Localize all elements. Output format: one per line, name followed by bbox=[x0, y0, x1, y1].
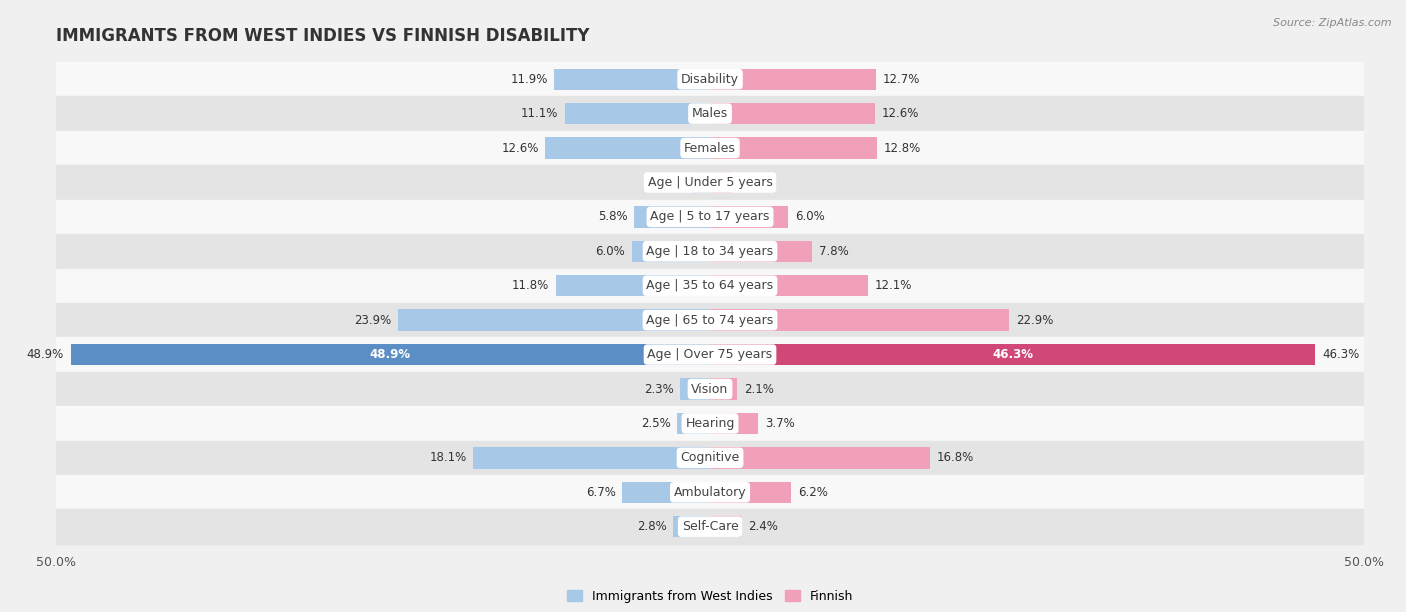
Bar bbox=[710, 447, 929, 469]
Text: 22.9%: 22.9% bbox=[1017, 314, 1053, 327]
Bar bbox=[710, 206, 789, 228]
Bar bbox=[56, 234, 1364, 269]
Bar bbox=[70, 344, 710, 365]
Bar bbox=[554, 69, 710, 90]
Text: 11.1%: 11.1% bbox=[522, 107, 558, 120]
Text: Vision: Vision bbox=[692, 382, 728, 395]
Bar bbox=[710, 172, 731, 193]
Text: IMMIGRANTS FROM WEST INDIES VS FINNISH DISABILITY: IMMIGRANTS FROM WEST INDIES VS FINNISH D… bbox=[56, 27, 589, 45]
Bar bbox=[56, 441, 1364, 475]
Text: 48.9%: 48.9% bbox=[27, 348, 65, 361]
Bar bbox=[56, 371, 1364, 406]
Text: Disability: Disability bbox=[681, 73, 740, 86]
Bar bbox=[678, 412, 710, 434]
Text: Source: ZipAtlas.com: Source: ZipAtlas.com bbox=[1274, 18, 1392, 28]
Bar bbox=[710, 103, 875, 124]
Bar bbox=[710, 310, 1010, 331]
Bar bbox=[56, 165, 1364, 200]
Text: 2.1%: 2.1% bbox=[744, 382, 773, 395]
Text: 12.1%: 12.1% bbox=[875, 279, 912, 292]
Bar bbox=[398, 310, 710, 331]
Text: 5.8%: 5.8% bbox=[598, 211, 627, 223]
Bar bbox=[56, 200, 1364, 234]
Text: 6.0%: 6.0% bbox=[595, 245, 626, 258]
Bar bbox=[710, 137, 877, 159]
Bar bbox=[623, 482, 710, 503]
Bar bbox=[565, 103, 710, 124]
Text: 1.6%: 1.6% bbox=[738, 176, 768, 189]
Text: 11.9%: 11.9% bbox=[510, 73, 548, 86]
Text: 11.8%: 11.8% bbox=[512, 279, 550, 292]
Bar bbox=[710, 69, 876, 90]
Text: 2.3%: 2.3% bbox=[644, 382, 673, 395]
Text: 12.6%: 12.6% bbox=[882, 107, 918, 120]
Text: Ambulatory: Ambulatory bbox=[673, 486, 747, 499]
Text: Cognitive: Cognitive bbox=[681, 452, 740, 465]
Text: 46.3%: 46.3% bbox=[1322, 348, 1360, 361]
Legend: Immigrants from West Indies, Finnish: Immigrants from West Indies, Finnish bbox=[561, 583, 859, 609]
Text: Age | Under 5 years: Age | Under 5 years bbox=[648, 176, 772, 189]
Bar bbox=[56, 62, 1364, 96]
Bar bbox=[710, 516, 741, 537]
Text: 2.4%: 2.4% bbox=[748, 520, 778, 533]
Bar bbox=[681, 378, 710, 400]
Bar bbox=[56, 509, 1364, 544]
Bar bbox=[56, 96, 1364, 131]
Text: Males: Males bbox=[692, 107, 728, 120]
Bar bbox=[546, 137, 710, 159]
Text: 12.6%: 12.6% bbox=[502, 141, 538, 154]
Bar bbox=[673, 516, 710, 537]
Bar bbox=[710, 482, 792, 503]
Text: 2.5%: 2.5% bbox=[641, 417, 671, 430]
Text: Females: Females bbox=[685, 141, 735, 154]
Bar bbox=[56, 303, 1364, 337]
Text: Age | 35 to 64 years: Age | 35 to 64 years bbox=[647, 279, 773, 292]
Text: 1.2%: 1.2% bbox=[658, 176, 688, 189]
Bar bbox=[56, 269, 1364, 303]
Text: 12.7%: 12.7% bbox=[883, 73, 920, 86]
Bar bbox=[695, 172, 710, 193]
Text: 46.3%: 46.3% bbox=[993, 348, 1033, 361]
Text: Self-Care: Self-Care bbox=[682, 520, 738, 533]
Text: 2.8%: 2.8% bbox=[637, 520, 666, 533]
Bar bbox=[56, 475, 1364, 509]
Text: 6.2%: 6.2% bbox=[797, 486, 828, 499]
Bar bbox=[710, 241, 813, 262]
Bar bbox=[474, 447, 710, 469]
Text: 6.7%: 6.7% bbox=[586, 486, 616, 499]
Text: 48.9%: 48.9% bbox=[370, 348, 411, 361]
Bar bbox=[555, 275, 710, 296]
Text: 7.8%: 7.8% bbox=[818, 245, 848, 258]
Text: Age | 65 to 74 years: Age | 65 to 74 years bbox=[647, 314, 773, 327]
Bar bbox=[56, 337, 1364, 371]
Text: Age | Over 75 years: Age | Over 75 years bbox=[648, 348, 772, 361]
Text: Age | 18 to 34 years: Age | 18 to 34 years bbox=[647, 245, 773, 258]
Bar bbox=[710, 412, 758, 434]
Text: 16.8%: 16.8% bbox=[936, 452, 973, 465]
Text: 3.7%: 3.7% bbox=[765, 417, 794, 430]
Text: Hearing: Hearing bbox=[685, 417, 735, 430]
Bar bbox=[56, 131, 1364, 165]
Bar bbox=[631, 241, 710, 262]
Bar bbox=[634, 206, 710, 228]
Bar bbox=[710, 378, 738, 400]
Text: 6.0%: 6.0% bbox=[794, 211, 825, 223]
Text: 18.1%: 18.1% bbox=[430, 452, 467, 465]
Text: 12.8%: 12.8% bbox=[884, 141, 921, 154]
Bar bbox=[710, 344, 1316, 365]
Bar bbox=[56, 406, 1364, 441]
Text: Age | 5 to 17 years: Age | 5 to 17 years bbox=[651, 211, 769, 223]
Bar bbox=[710, 275, 869, 296]
Text: 23.9%: 23.9% bbox=[354, 314, 391, 327]
